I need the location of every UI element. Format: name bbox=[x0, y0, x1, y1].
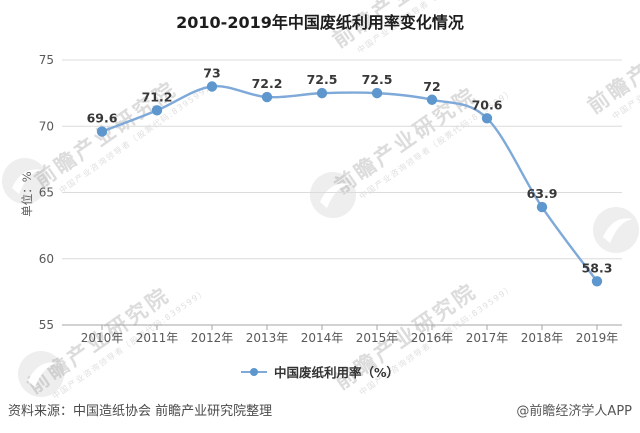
legend-line-marker-icon bbox=[240, 367, 267, 376]
x-tick-label: 2014年 bbox=[301, 331, 344, 345]
data-point-label: 72.5 bbox=[307, 72, 338, 87]
data-point-label: 63.9 bbox=[527, 186, 558, 201]
x-tick-label: 2010年 bbox=[81, 331, 124, 345]
data-point bbox=[316, 87, 328, 99]
y-tick-label: 60 bbox=[39, 252, 54, 266]
x-tick-label: 2013年 bbox=[246, 331, 289, 345]
data-point-label: 71.2 bbox=[142, 89, 173, 104]
data-point bbox=[96, 126, 108, 137]
data-point bbox=[151, 105, 163, 116]
x-tick-label: 2011年 bbox=[136, 331, 179, 345]
legend-label: 中国废纸利用率（%） bbox=[273, 365, 400, 380]
footer: 资料来源：中国造纸协会 前瞻产业研究院整理 @前瞻经济学人APP bbox=[0, 396, 640, 422]
x-tick-label: 2019年 bbox=[576, 331, 619, 345]
data-point bbox=[371, 87, 383, 99]
y-axis-unit-label: 单位：% bbox=[20, 171, 34, 217]
chart-title: 2010-2019年中国废纸利用率变化情况 bbox=[176, 13, 464, 32]
data-point-label: 73 bbox=[203, 66, 220, 81]
data-point bbox=[536, 201, 548, 213]
x-tick-label: 2017年 bbox=[466, 331, 509, 345]
legend: 中国废纸利用率（%） bbox=[0, 362, 640, 381]
y-tick-label: 65 bbox=[39, 186, 54, 200]
data-point bbox=[481, 113, 493, 124]
data-point-label: 58.3 bbox=[582, 260, 613, 275]
x-tick-label: 2012年 bbox=[191, 331, 234, 345]
credit-note: @前瞻经济学人APP bbox=[516, 403, 632, 419]
data-point bbox=[206, 81, 218, 92]
source-note: 资料来源：中国造纸协会 前瞻产业研究院整理 bbox=[8, 403, 273, 419]
y-tick-label: 70 bbox=[39, 119, 54, 133]
data-point-label: 72.2 bbox=[252, 76, 283, 91]
data-point-label: 72.5 bbox=[362, 72, 393, 87]
x-tick-label: 2016年 bbox=[411, 331, 454, 345]
x-tick-label: 2018年 bbox=[521, 331, 564, 345]
data-point bbox=[261, 91, 273, 103]
data-point-label: 70.6 bbox=[472, 97, 503, 112]
data-point bbox=[591, 276, 603, 287]
x-tick-label: 2015年 bbox=[356, 331, 399, 345]
data-point-label: 69.6 bbox=[87, 111, 118, 126]
y-tick-label: 75 bbox=[39, 53, 54, 67]
data-point bbox=[426, 94, 438, 105]
y-tick-label: 55 bbox=[39, 318, 54, 332]
data-point-label: 72 bbox=[423, 79, 440, 94]
series-line bbox=[100, 85, 599, 283]
